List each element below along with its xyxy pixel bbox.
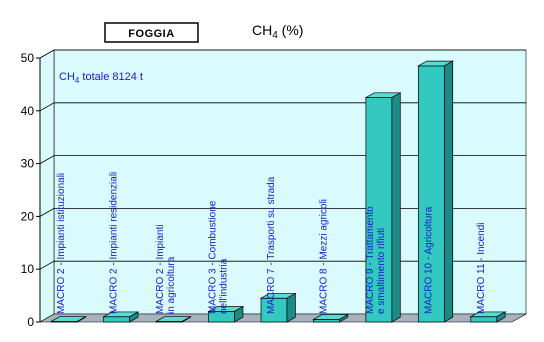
chart-title: CH4 (%) [252,22,303,41]
total-note-main: CH [59,71,75,83]
category-label-line: MACRO 7 - Trasporti su strada [266,176,277,314]
back-wall [54,50,526,314]
category-label-line: in agricoltura [166,256,177,314]
total-note: CH4 totale 8124 t [59,71,143,85]
bar-side [392,93,400,322]
bar-front [104,317,130,322]
bar-front [471,317,497,322]
category-label-line: MACRO 3 - Combustione [208,200,219,314]
category-label-line: MACRO 2 - Impianti [155,225,166,314]
y-tick-label: 30 [21,157,35,171]
category-label-line: MACRO 8 - Mezzi agricoli [318,199,329,314]
category-label-line: MACRO 9 - Trattamento [365,206,376,314]
y-tick-label: 40 [21,104,35,118]
category-label-line: MACRO 2 - Impianti istituzionali [56,173,67,314]
side-wall [40,50,54,322]
category-label-line: MACRO 11 - Incendi [476,222,487,314]
chart-title-main: CH [252,22,272,38]
location-label: FOGGIA [128,28,174,40]
category-label-line: MACRO 2 - Impianti residenziali [109,172,120,314]
category-label: MACRO 2 - Impianti istituzionali [56,173,67,314]
category-label: MACRO 11 - Incendi [476,222,487,314]
chart-title-suffix: (%) [278,22,304,38]
category-label: MACRO 7 - Trasporti su strada [266,176,277,314]
category-label-line: MACRO 10 - Agricoltura [423,206,434,314]
category-label: MACRO 8 - Mezzi agricoli [318,199,329,314]
y-tick-label: 10 [21,262,35,276]
category-label: MACRO 10 - Agricoltura [423,206,434,314]
bar-side [444,61,452,322]
total-note-suffix: totale 8124 t [79,71,143,83]
y-tick-label: 50 [21,51,35,65]
category-label: MACRO 2 - Impianti residenziali [109,172,120,314]
bar-side [287,293,295,322]
y-tick-label: 0 [27,315,34,329]
y-tick-label: 20 [21,209,35,223]
category-label-line: nell'industria [219,258,230,314]
category-label-line: e smaltimento rifiuti [376,228,387,314]
bar-front [313,319,339,322]
y-axis: 0 10 20 30 40 50 [21,51,40,329]
